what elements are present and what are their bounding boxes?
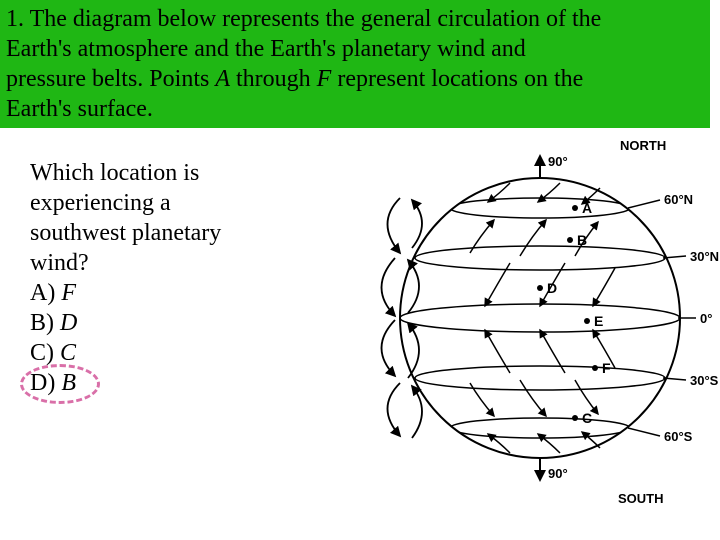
choice-b-label: B) — [30, 310, 60, 336]
choice-d: D) B — [30, 368, 76, 398]
choice-a-label: A) — [30, 280, 61, 306]
q-point-f: F — [317, 66, 332, 92]
choice-c-value: C — [60, 340, 76, 366]
sq-l2: experiencing a — [30, 190, 171, 216]
point-b-label: B — [577, 232, 587, 248]
globe-diagram: A B D E F C NORTH 90° SOUTH 90° 60°N — [360, 128, 720, 508]
diagram-column: A B D E F C NORTH 90° SOUTH 90° 60°N — [340, 158, 690, 398]
point-a-label: A — [582, 200, 592, 216]
sq-l3: southwest planetary — [30, 220, 221, 246]
point-d-label: D — [547, 280, 557, 296]
question-and-choices: Which location is experiencing a southwe… — [30, 158, 330, 398]
choice-d-label: D) — [30, 370, 61, 396]
south-label: SOUTH — [618, 491, 664, 506]
choice-a: A) F — [30, 278, 330, 308]
lat-60s-label: 60°S — [664, 429, 693, 444]
lat-30n-label: 30°N — [690, 249, 719, 264]
choice-a-value: F — [61, 280, 76, 306]
sq-l4: wind? — [30, 250, 89, 276]
q-line3-pre: pressure belts. Points — [6, 66, 215, 92]
north-label: NORTH — [620, 138, 666, 153]
question-header: 1. The diagram below represents the gene… — [0, 0, 710, 128]
point-e-label: E — [594, 313, 603, 329]
q-line3-mid: through — [230, 66, 317, 92]
lat-30s-label: 30°S — [690, 373, 719, 388]
q-point-a: A — [215, 66, 230, 92]
lat-90s-label: 90° — [548, 466, 568, 481]
lat-90n-label: 90° — [548, 154, 568, 169]
point-f-label: F — [602, 360, 611, 376]
q-line1: 1. The diagram below represents the gene… — [6, 6, 601, 32]
choice-c: C) C — [30, 338, 330, 368]
content-row: Which location is experiencing a southwe… — [0, 158, 720, 398]
q-line4: Earth's surface. — [6, 96, 153, 122]
lat-60n-label: 60°N — [664, 192, 693, 207]
choice-d-value: B — [61, 370, 76, 396]
globe-outline — [400, 178, 680, 458]
sq-l1: Which location is — [30, 160, 199, 186]
question-text: 1. The diagram below represents the gene… — [6, 4, 704, 124]
q-line3-post: represent locations on the — [331, 66, 583, 92]
choice-c-label: C) — [30, 340, 60, 366]
q-line2: Earth's atmosphere and the Earth's plane… — [6, 36, 526, 62]
choice-b: B) D — [30, 308, 330, 338]
lat-0-label: 0° — [700, 311, 712, 326]
sub-question: Which location is experiencing a southwe… — [30, 158, 330, 398]
choice-b-value: D — [60, 310, 77, 336]
point-c-label: C — [582, 410, 592, 426]
